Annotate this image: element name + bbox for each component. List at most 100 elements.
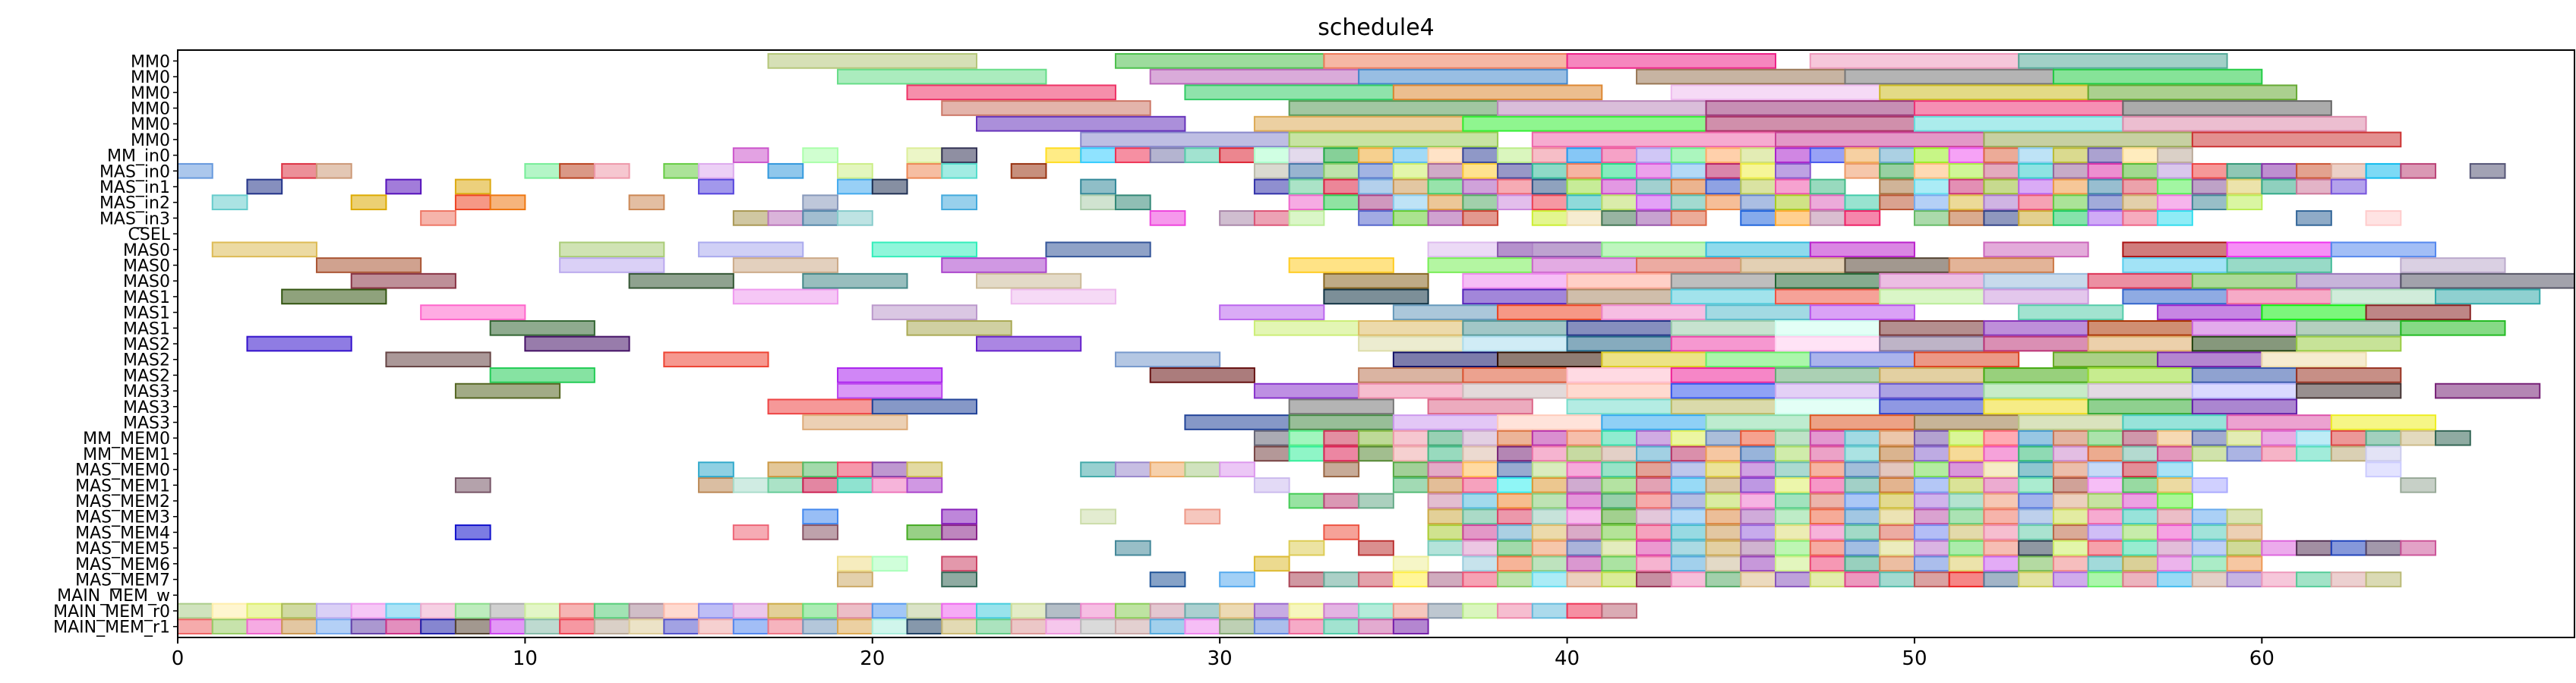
task-bar — [2052, 556, 2089, 572]
task-bar — [1497, 524, 1533, 540]
task-bar — [2330, 540, 2367, 556]
task-bar — [2018, 414, 2124, 430]
task-bar — [1879, 178, 1915, 195]
task-bar — [1809, 430, 1846, 446]
task-bar — [1114, 53, 1325, 69]
task-bar — [1844, 147, 1881, 163]
task-bar — [2087, 210, 2124, 226]
task-bar — [2052, 493, 2089, 509]
task-bar — [698, 618, 734, 635]
x-tick-label: 0 — [172, 647, 185, 670]
task-bar — [1497, 178, 1533, 195]
task-bar — [1844, 445, 1881, 462]
task-bar — [559, 618, 595, 635]
task-bars — [177, 53, 2576, 635]
task-bar — [1462, 162, 1499, 179]
task-bar — [1601, 162, 1638, 179]
task-bar — [2330, 445, 2367, 462]
task-bar — [871, 304, 977, 320]
task-bar — [663, 351, 769, 368]
task-bar — [1497, 194, 1533, 211]
task-bar — [489, 319, 595, 336]
task-bar — [1010, 603, 1047, 619]
task-bar — [2018, 508, 2054, 525]
task-bar — [1670, 493, 1707, 509]
task-bar — [1253, 319, 1360, 336]
task-bar — [2261, 304, 2367, 320]
task-bar — [1913, 571, 1950, 587]
task-bar — [1809, 304, 1915, 320]
task-bar — [1392, 178, 1429, 195]
task-bar — [1809, 508, 1846, 525]
task-bar — [802, 477, 839, 493]
task-bar — [1775, 288, 1881, 305]
task-bar — [2087, 493, 2124, 509]
task-bar — [1670, 461, 1707, 477]
task-bar — [1740, 461, 1777, 477]
task-bar — [1253, 147, 1290, 163]
task-bar — [1358, 603, 1394, 619]
task-bar — [1427, 162, 1464, 179]
task-bar — [976, 335, 1082, 352]
task-bar — [2191, 430, 2228, 446]
task-bar — [2157, 430, 2193, 446]
task-bar — [1775, 430, 1811, 446]
task-bar — [1670, 445, 1707, 462]
task-bar — [1219, 461, 1255, 477]
task-bar — [385, 603, 422, 619]
task-bar — [1775, 445, 1811, 462]
task-bar — [941, 524, 977, 540]
task-bar — [2087, 319, 2193, 336]
task-bar — [732, 257, 839, 273]
task-bar — [2052, 178, 2089, 195]
task-bar — [454, 194, 491, 211]
task-bar — [1740, 508, 1777, 525]
task-bar — [906, 618, 943, 635]
task-bar — [1497, 351, 1603, 368]
task-bar — [1566, 194, 1603, 211]
task-bar — [1913, 540, 1950, 556]
task-bar — [837, 367, 943, 383]
task-bar — [1253, 162, 1290, 179]
task-bar — [2052, 147, 2089, 163]
task-bar — [1740, 477, 1777, 493]
task-bar — [1913, 493, 1950, 509]
task-bar — [2157, 304, 2263, 320]
task-bar — [1948, 556, 1985, 572]
task-bar — [1149, 571, 1186, 587]
task-bar — [1670, 540, 1707, 556]
task-bar — [1983, 241, 2089, 258]
task-bar — [454, 618, 491, 635]
task-bar — [802, 461, 839, 477]
task-bar — [1705, 100, 1915, 116]
task-bar — [1531, 257, 1638, 273]
task-bar — [2157, 351, 2263, 368]
task-bar — [2157, 461, 2193, 477]
task-bar — [2191, 477, 2228, 493]
task-bar — [1879, 84, 2089, 101]
task-bar — [1253, 618, 1290, 635]
task-bar — [1601, 493, 1638, 509]
task-bar — [1531, 210, 1568, 226]
task-bar — [1913, 210, 1950, 226]
task-bar — [1253, 382, 1360, 399]
task-bar — [1219, 618, 1255, 635]
task-bar — [1983, 445, 2020, 462]
task-bar — [698, 477, 734, 493]
task-bar — [2157, 493, 2193, 509]
task-bar — [1983, 178, 2020, 195]
task-bar — [1392, 414, 1499, 430]
task-bar — [1740, 194, 1777, 211]
task-bar — [1323, 603, 1360, 619]
task-bar — [1948, 493, 1985, 509]
task-bar — [1358, 319, 1464, 336]
row-label: MAS0 — [123, 257, 170, 275]
task-bar — [663, 162, 700, 179]
task-bar — [2365, 540, 2402, 556]
task-bar — [1358, 335, 1464, 352]
task-bar — [1358, 382, 1464, 399]
task-bar — [1705, 241, 1811, 258]
task-bar — [1983, 461, 2020, 477]
task-bar — [2191, 571, 2228, 587]
task-bar — [1740, 147, 1777, 163]
